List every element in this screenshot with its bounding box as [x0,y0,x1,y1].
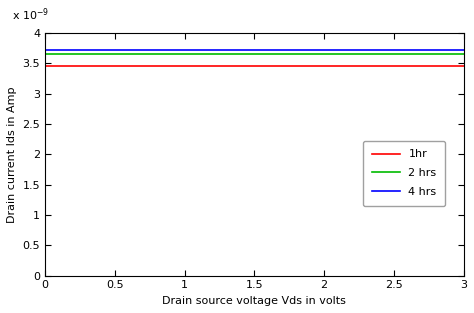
2 hrs [241,53,246,56]
4 hrs [461,48,466,51]
4 hrs [269,48,274,51]
2 hrs [385,53,391,56]
1hr [451,64,456,68]
4 hrs [241,48,246,51]
1hr [385,64,391,68]
1hr [292,64,297,68]
X-axis label: Drain source voltage Vds in volts: Drain source voltage Vds in volts [163,296,346,306]
Text: x 10$^{-9}$: x 10$^{-9}$ [12,7,49,23]
2 hrs [461,53,466,56]
2 hrs [451,53,456,56]
4 hrs [42,48,48,51]
1hr [42,64,48,68]
4 hrs [244,48,249,51]
4 hrs [292,48,297,51]
2 hrs [42,53,48,56]
Legend: 1hr, 2 hrs, 4 hrs: 1hr, 2 hrs, 4 hrs [363,141,446,206]
1hr [269,64,274,68]
2 hrs [269,53,274,56]
1hr [241,64,246,68]
4 hrs [451,48,456,51]
1hr [461,64,466,68]
1hr [244,64,249,68]
4 hrs [385,48,391,51]
Y-axis label: Drain current Ids in Amp: Drain current Ids in Amp [7,86,17,223]
2 hrs [244,53,249,56]
2 hrs [292,53,297,56]
